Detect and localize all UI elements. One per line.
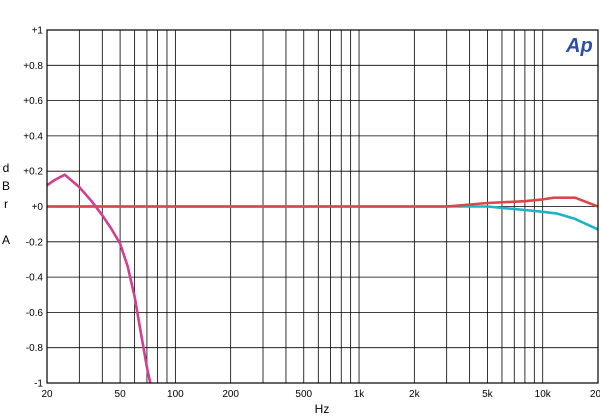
series-lines: [47, 173, 598, 383]
x-tick-label: 100: [167, 389, 184, 400]
y-tick-label: -0.4: [26, 273, 44, 284]
x-tick-label: 5k: [482, 389, 494, 400]
x-tick-label: 20: [41, 389, 53, 400]
x-tick-label: 10k: [535, 389, 552, 400]
y-axis-label-char: r: [4, 197, 8, 211]
y-tick-label: +0.2: [23, 167, 43, 178]
y-tick-label: +0: [32, 202, 44, 213]
y-tick-label: -0.2: [26, 237, 44, 248]
x-tick-label: 50: [115, 389, 127, 400]
y-axis-label: dBr A: [2, 161, 10, 247]
y-tick-label: +0.4: [23, 131, 43, 142]
y-tick-label: -0.6: [26, 308, 44, 319]
y-axis-label-char: d: [3, 161, 10, 175]
x-tick-label: 500: [295, 389, 312, 400]
y-tick-label: +1: [32, 26, 44, 37]
x-tick-label: 200: [222, 389, 239, 400]
x-tick-labels: 20 50 100 200 500 1k 2k 5k 10k 20k: [41, 389, 600, 400]
y-tick-labels: +1 +0.8 +0.6 +0.4 +0.2 +0 -0.2 -0.4 -0.6 -0.8 -1: [23, 26, 43, 390]
x-tick-label: 2k: [409, 389, 421, 400]
y-tick-label: -1: [34, 379, 43, 390]
series-line-2: [47, 196, 598, 208]
x-tick-label: 20k: [590, 389, 600, 400]
y-tick-label: +0.8: [23, 61, 43, 72]
series-line-3: [47, 173, 152, 383]
plot-frame: [46, 29, 599, 384]
y-axis-label-char: B: [2, 179, 10, 193]
y-tick-label: -0.8: [26, 343, 44, 354]
ap-logo: Ap: [565, 35, 593, 57]
y-axis-label-char: A: [2, 233, 10, 247]
x-axis-label: Hz: [315, 402, 330, 416]
x-tick-label: 1k: [354, 389, 366, 400]
y-tick-label: +0.6: [23, 96, 43, 107]
